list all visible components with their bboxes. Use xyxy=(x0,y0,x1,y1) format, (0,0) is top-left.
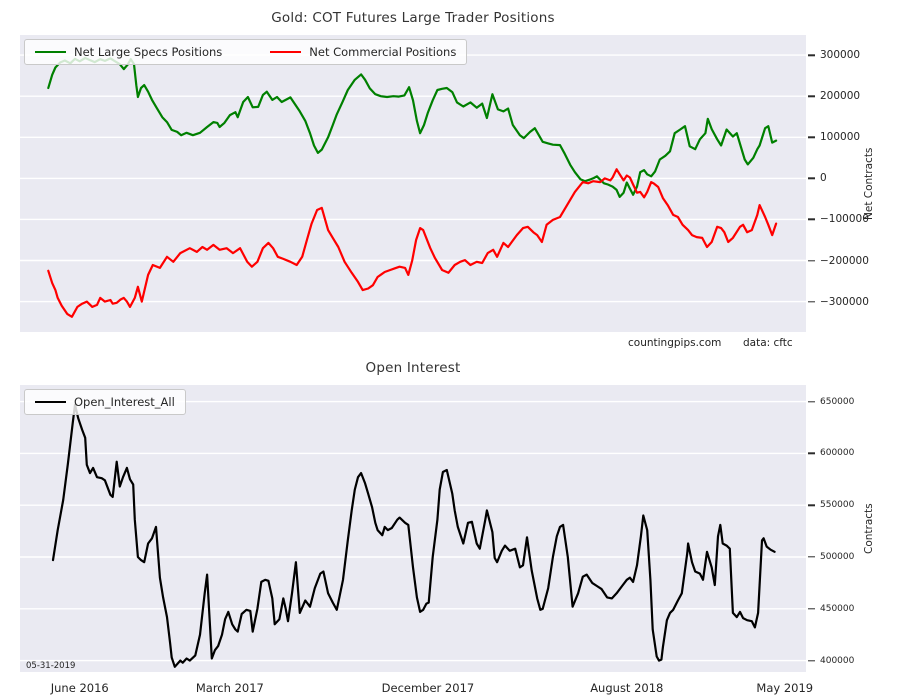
y-tick-label: −100000 xyxy=(820,213,869,226)
watermark-countingpips: countingpips.com xyxy=(628,337,722,349)
top-chart-canvas xyxy=(20,54,806,318)
y-tick-label: 550000 xyxy=(820,500,855,511)
legend-label: Open_Interest_All xyxy=(74,395,175,409)
y-tick-mark xyxy=(808,218,815,221)
x-tick-label: December 2017 xyxy=(381,681,475,695)
legend-line-swatch xyxy=(35,50,66,54)
x-tick-label: March 2017 xyxy=(195,681,264,695)
y-tick-mark xyxy=(808,452,815,455)
y-tick-mark xyxy=(808,659,815,662)
top-plot-area: Net Large Specs Positions Net Commercial … xyxy=(20,35,806,332)
y-tick-label: 300000 xyxy=(820,49,861,62)
y-tick-mark xyxy=(808,556,815,558)
y-tick-mark xyxy=(808,504,815,506)
y-tick-mark xyxy=(808,177,815,180)
y-tick-label: 200000 xyxy=(820,90,861,103)
legend-line-swatch xyxy=(270,50,302,54)
legend-entry: Net Large Specs Positions xyxy=(35,45,222,59)
y-tick-label: 450000 xyxy=(820,603,855,614)
y-tick-mark xyxy=(808,608,815,610)
y-tick-label: −200000 xyxy=(820,254,869,267)
x-tick-label: June 2016 xyxy=(50,681,109,695)
y-tick-mark xyxy=(808,400,815,403)
legend-label: Net Commercial Positions xyxy=(309,45,457,59)
data-source-label: data: cftc xyxy=(743,337,793,349)
x-tick-label: August 2018 xyxy=(590,681,664,695)
top-chart-title: Gold: COT Futures Large Trader Positions xyxy=(271,10,555,26)
bottom-plot-area: Open_Interest_All xyxy=(20,385,806,672)
y-tick-label: 100000 xyxy=(820,131,861,144)
y-tick-label: −300000 xyxy=(820,295,869,308)
y-tick-mark xyxy=(808,300,815,303)
top-legend: Net Large Specs Positions Net Commercial … xyxy=(24,39,468,65)
y-tick-label: 500000 xyxy=(820,551,855,562)
y-tick-mark xyxy=(808,136,815,138)
y-tick-label: 650000 xyxy=(820,396,855,407)
y-tick-label: 0 xyxy=(820,172,827,185)
x-tick-label: May 2019 xyxy=(756,681,814,695)
y-tick-mark xyxy=(808,54,815,56)
legend-entry: Open_Interest_All xyxy=(35,395,175,409)
y-tick-label: 600000 xyxy=(820,448,855,459)
legend-label: Net Large Specs Positions xyxy=(74,45,223,59)
bottom-y-axis-title: Contracts xyxy=(863,503,875,554)
top-y-axis-title: Net Contracts xyxy=(863,147,875,220)
bottom-chart-title: Open Interest xyxy=(365,360,461,376)
y-tick-mark xyxy=(808,259,815,262)
y-tick-label: 400000 xyxy=(820,655,855,666)
legend-line-swatch xyxy=(35,400,66,404)
date-note: 05-31-2019 xyxy=(26,661,76,671)
y-tick-mark xyxy=(808,95,815,97)
legend-entry: Net Commercial Positions xyxy=(270,45,456,59)
bottom-chart-canvas xyxy=(20,400,806,668)
bottom-legend: Open_Interest_All xyxy=(24,389,186,415)
